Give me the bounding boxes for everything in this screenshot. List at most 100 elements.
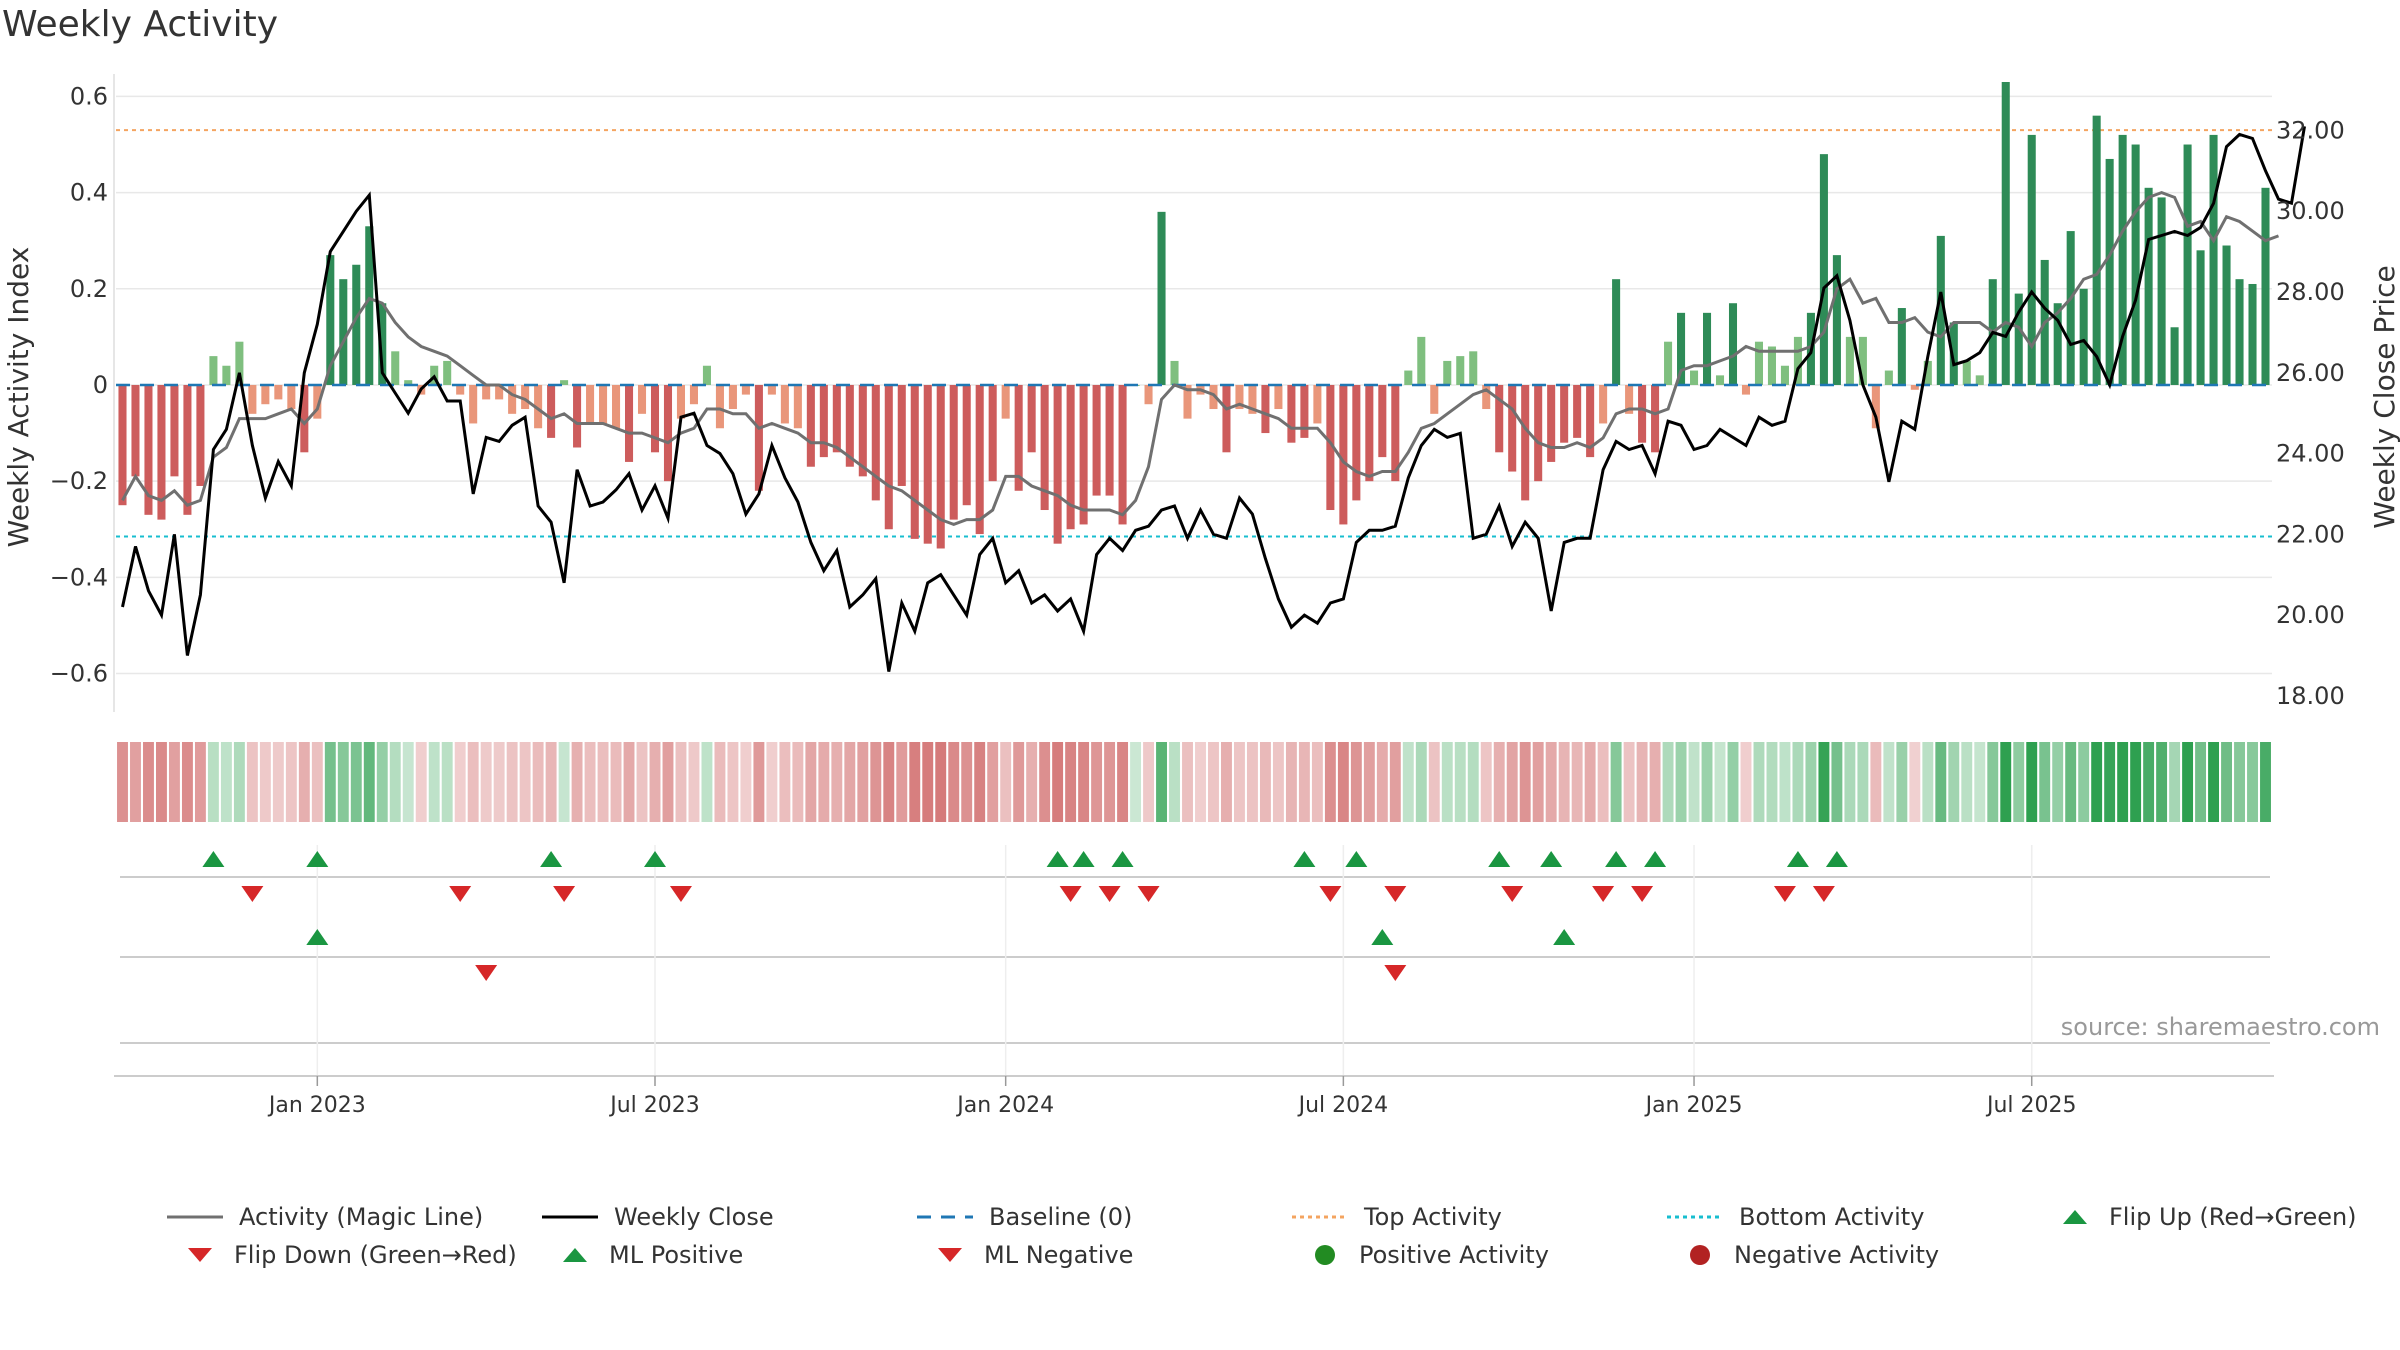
activity-bar (599, 384, 608, 424)
activity-bar (1871, 384, 1880, 429)
heat-strip-cell (1117, 742, 1129, 822)
heat-strip-cell (493, 742, 505, 822)
heat-strip-cell (792, 742, 804, 822)
activity-bar (1897, 308, 1906, 385)
heat-strip-cell (1428, 742, 1440, 822)
activity-bar (1975, 375, 1984, 385)
heat-strip-cell (701, 742, 713, 822)
activity-bar (1858, 336, 1867, 385)
activity-bar (1404, 370, 1413, 385)
activity-bar (131, 384, 140, 477)
activity-bar (2131, 144, 2140, 385)
heat-strip-cell (857, 742, 869, 822)
legend-item-ml-positive: ML Positive (555, 1238, 743, 1272)
activity-bar (2001, 82, 2010, 385)
heat-strip-cell (2143, 742, 2155, 822)
heat-strip-cell (454, 742, 466, 822)
y-tick-label: −0.2 (50, 467, 108, 495)
activity-bar (910, 384, 919, 539)
heat-strip-cell (1675, 742, 1687, 822)
activity-bar (1845, 336, 1854, 385)
activity-bar (157, 384, 166, 520)
heat-strip-cell (1571, 742, 1583, 822)
heat-strip-cell (558, 742, 570, 822)
heat-strip-cell (831, 742, 843, 822)
heat-strip-cell (506, 742, 518, 822)
heat-strip-cell (1363, 742, 1375, 822)
heat-strip-cell (1337, 742, 1349, 822)
activity-bar (1261, 384, 1270, 434)
heat-strip-cell (117, 742, 128, 822)
activity-bar (1378, 384, 1387, 458)
activity-bar (1767, 346, 1776, 385)
activity-bar (1677, 312, 1686, 385)
heat-strip-cell (207, 742, 219, 822)
flip-down-marker (1592, 886, 1615, 902)
heat-strip-cell (1506, 742, 1518, 822)
heat-strip-cell (1857, 742, 1869, 822)
heat-strip-cell (1883, 742, 1895, 822)
activity-bar (1365, 384, 1374, 482)
flip-up-marker (1825, 851, 1848, 867)
legend-item-bottom-activity: Bottom Activity (1665, 1200, 1924, 1234)
activity-bar (482, 384, 491, 400)
activity-bar (1144, 384, 1153, 405)
heat-strip-cell (2117, 742, 2129, 822)
heat-strip-cell (688, 742, 700, 822)
heat-strip-cell (1896, 742, 1908, 822)
activity-bar (975, 384, 984, 535)
flip-down-marker (1319, 886, 1342, 902)
y-tick-label: 0.6 (70, 82, 108, 110)
flip-up-marker (1345, 851, 1368, 867)
activity-bar (1391, 384, 1400, 482)
y-tick-label: −0.6 (50, 660, 108, 688)
activity-bar (1352, 384, 1361, 501)
activity-bar (1651, 384, 1660, 453)
activity-bar (1638, 384, 1647, 443)
heat-strip-cell (1727, 742, 1739, 822)
activity-bar (1690, 370, 1699, 385)
heat-strip-cell (1169, 742, 1180, 822)
heat-strip-cell (1130, 742, 1142, 822)
activity-bar (2118, 134, 2127, 385)
y2-tick-label: 22.00 (2276, 520, 2345, 548)
flip-up-marker (1293, 851, 1316, 867)
heat-strip-cell (1922, 742, 1934, 822)
heat-strip-cell (545, 742, 557, 822)
heat-strip-cell (259, 742, 271, 822)
activity-bar (2209, 134, 2218, 385)
activity-bar (1053, 384, 1062, 544)
triangle-down-icon (188, 1248, 212, 1262)
heat-strip-cell (935, 742, 947, 822)
heat-strip-cell (233, 742, 245, 822)
y2-tick-label: 20.00 (2276, 601, 2345, 629)
flip-down-marker (241, 886, 264, 902)
heat-strip-cell (324, 742, 336, 822)
heat-strip-cell (143, 742, 154, 822)
heat-strip-cell (1208, 742, 1219, 822)
heat-strip-cell (350, 742, 362, 822)
activity-bar (962, 384, 971, 506)
heat-strip-cell (1182, 742, 1193, 822)
heat-strip-cell (1091, 742, 1103, 822)
activity-bar (573, 384, 582, 448)
heat-strip-cell (1584, 742, 1596, 822)
activity-bar (1443, 360, 1452, 385)
activity-heat-strip (117, 742, 2271, 822)
heat-strip-cell (1104, 742, 1116, 822)
y-tick-label: 0.4 (70, 179, 108, 207)
heat-strip-cell (532, 742, 544, 822)
activity-bar (1793, 336, 1802, 385)
circle-icon (1315, 1245, 1335, 1265)
y-tick-label: −0.4 (50, 563, 108, 591)
heat-strip-cell (1610, 742, 1622, 822)
legend-item-top-activity: Top Activity (1290, 1200, 1502, 1234)
flip-down-marker (1384, 886, 1407, 902)
heat-strip-cell (363, 742, 375, 822)
y2-tick-label: 32.00 (2276, 116, 2345, 144)
heat-strip-cell (1831, 742, 1843, 822)
activity-bar (1508, 384, 1517, 472)
activity-bar (1728, 303, 1738, 385)
legend-label: Negative Activity (1734, 1241, 1940, 1269)
activity-bar (728, 384, 737, 410)
